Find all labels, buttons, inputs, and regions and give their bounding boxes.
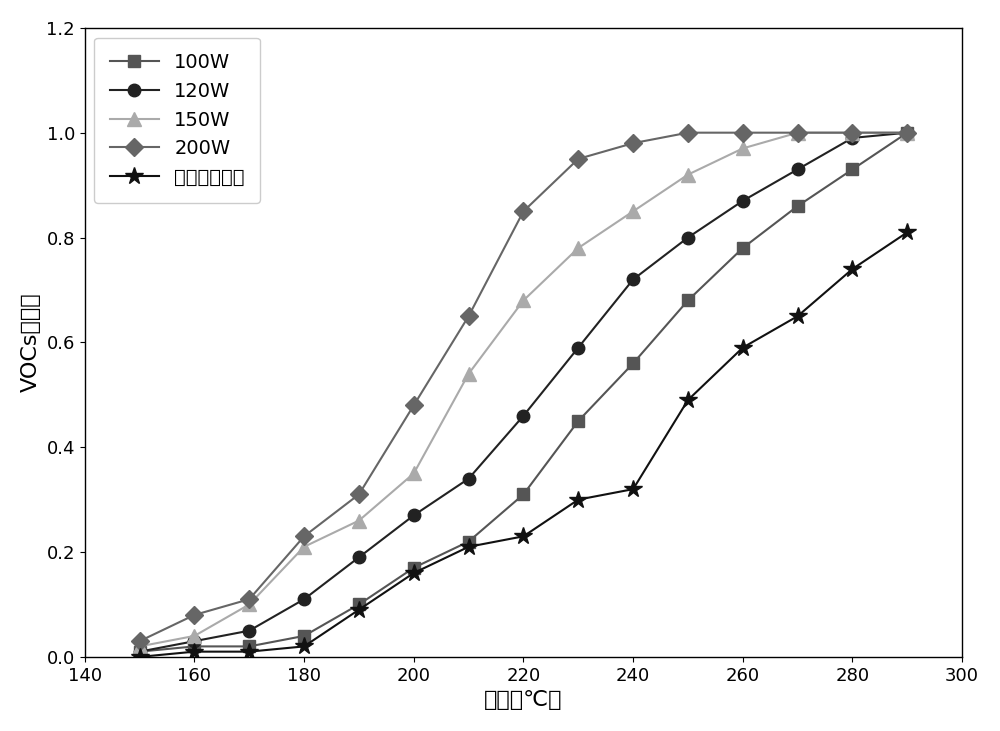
100W: [408, 564, 420, 572]
200W: [134, 637, 146, 645]
普通方式加热: [792, 311, 804, 320]
150W: [682, 170, 694, 179]
200W: [188, 610, 200, 619]
100W: [682, 296, 694, 305]
100W: [188, 642, 200, 651]
200W: [682, 128, 694, 137]
120W: [792, 165, 804, 174]
普通方式加热: [134, 653, 146, 662]
150W: [517, 296, 529, 305]
150W: [737, 144, 749, 153]
100W: [243, 642, 255, 651]
150W: [243, 600, 255, 609]
150W: [408, 469, 420, 478]
120W: [298, 595, 310, 604]
Line: 100W: 100W: [134, 127, 913, 657]
200W: [572, 154, 584, 163]
100W: [463, 537, 475, 546]
普通方式加热: [901, 228, 913, 237]
120W: [408, 511, 420, 520]
120W: [517, 412, 529, 420]
普通方式加热: [298, 642, 310, 651]
150W: [188, 632, 200, 640]
150W: [572, 243, 584, 252]
200W: [353, 490, 365, 499]
120W: [463, 474, 475, 483]
100W: [901, 128, 913, 137]
200W: [792, 128, 804, 137]
120W: [572, 344, 584, 352]
150W: [298, 542, 310, 551]
120W: [627, 275, 639, 284]
普通方式加热: [408, 569, 420, 577]
100W: [846, 165, 858, 174]
Y-axis label: VOCs转化率: VOCs转化率: [21, 292, 41, 392]
普通方式加热: [627, 485, 639, 493]
150W: [353, 516, 365, 525]
120W: [682, 233, 694, 242]
普通方式加热: [572, 495, 584, 504]
普通方式加热: [353, 605, 365, 614]
150W: [627, 207, 639, 216]
Line: 150W: 150W: [133, 126, 914, 654]
X-axis label: 温度（℃）: 温度（℃）: [484, 690, 563, 711]
普通方式加热: [846, 265, 858, 273]
150W: [463, 369, 475, 378]
Line: 200W: 200W: [133, 126, 914, 648]
普通方式加热: [737, 344, 749, 352]
150W: [134, 642, 146, 651]
150W: [792, 128, 804, 137]
200W: [737, 128, 749, 137]
120W: [134, 647, 146, 656]
普通方式加热: [682, 395, 694, 404]
150W: [846, 128, 858, 137]
Legend: 100W, 120W, 150W, 200W, 普通方式加热: 100W, 120W, 150W, 200W, 普通方式加热: [94, 37, 260, 202]
100W: [298, 632, 310, 640]
120W: [737, 197, 749, 205]
200W: [901, 128, 913, 137]
100W: [134, 647, 146, 656]
100W: [627, 359, 639, 368]
Line: 120W: 120W: [133, 126, 914, 658]
普通方式加热: [188, 647, 200, 656]
200W: [846, 128, 858, 137]
200W: [243, 595, 255, 604]
100W: [792, 202, 804, 211]
100W: [517, 490, 529, 499]
120W: [243, 626, 255, 635]
200W: [517, 207, 529, 216]
100W: [737, 243, 749, 252]
普通方式加热: [463, 542, 475, 551]
100W: [353, 600, 365, 609]
200W: [627, 139, 639, 148]
普通方式加热: [517, 532, 529, 541]
120W: [901, 128, 913, 137]
120W: [846, 134, 858, 143]
100W: [572, 417, 584, 425]
普通方式加热: [243, 647, 255, 656]
Line: 普通方式加热: 普通方式加热: [131, 223, 916, 666]
200W: [298, 532, 310, 541]
120W: [353, 553, 365, 561]
200W: [408, 401, 420, 409]
200W: [463, 311, 475, 320]
150W: [901, 128, 913, 137]
120W: [188, 637, 200, 645]
